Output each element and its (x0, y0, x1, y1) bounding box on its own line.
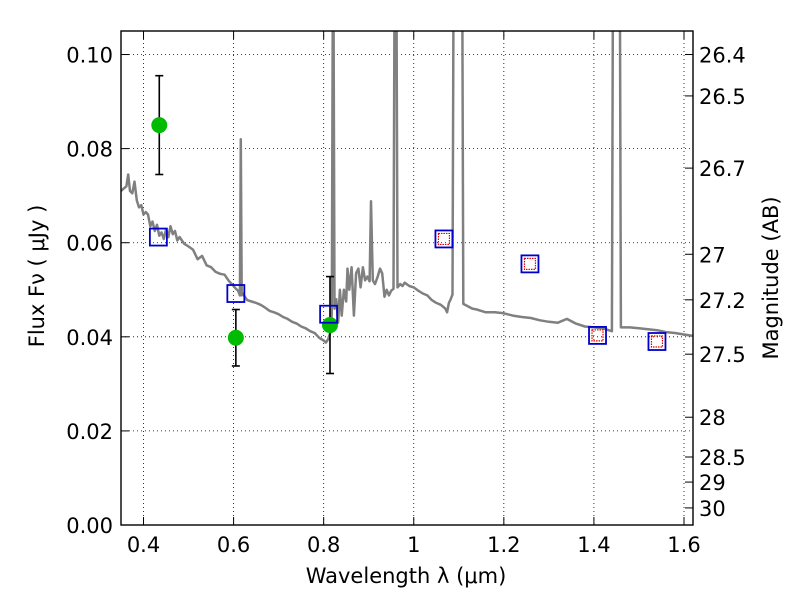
x-tick-label: 1.2 (487, 533, 520, 557)
x-tick-label: 0.6 (217, 533, 250, 557)
y-tick-label: 0.00 (66, 514, 113, 538)
observed-flux-point (151, 117, 168, 134)
right-tick-label: 26.5 (699, 85, 746, 109)
right-tick-label: 28.5 (699, 446, 746, 470)
model-flux-square (588, 325, 607, 345)
right-axis-label: Magnitude (AB) (759, 196, 783, 359)
model-flux-square (520, 254, 540, 274)
y-tick-label: 0.08 (66, 138, 113, 162)
y-tick-label: 0.06 (66, 232, 113, 256)
y-axis-label: Flux Fν ( μJy ) (25, 205, 49, 348)
model-flux-square (226, 284, 246, 303)
plot-frame (120, 30, 694, 526)
right-tick-label: 27.5 (699, 343, 746, 367)
x-axis-label: Wavelength λ (μm) (306, 564, 507, 588)
x-tick-label: 0.8 (307, 533, 340, 557)
predicted-flux-square (591, 329, 604, 342)
right-tick-label: 30 (699, 497, 726, 521)
model-flux-square (148, 227, 168, 247)
grid (121, 31, 693, 526)
plot-area (121, 31, 693, 375)
model-flux-square (434, 229, 454, 249)
template-spectrum-line (121, 31, 693, 344)
predicted-flux-square (437, 232, 451, 246)
right-tick-label: 27.2 (699, 289, 746, 313)
x-tick-label: 0.4 (127, 533, 160, 557)
observed-flux-point (321, 317, 338, 334)
right-tick-label: 26.4 (699, 44, 746, 68)
y-tick-label: 0.10 (66, 44, 113, 68)
axes: 0.4 0.6 0.8 1 1.2 1.4 1.6 0.00 0.02 0.04 0.06 0.08 0… (66, 30, 746, 557)
model-flux-square (647, 332, 667, 351)
model-flux-square (319, 304, 339, 324)
right-tick-label: 29 (699, 471, 726, 495)
x-tick-label: 1 (407, 533, 420, 557)
right-tick-label: 28 (699, 406, 726, 430)
observed-flux-point (227, 329, 244, 346)
right-tick-label: 26.7 (699, 157, 746, 181)
predicted-flux-square (523, 257, 537, 270)
x-tick-label: 1.4 (577, 533, 610, 557)
x-tick-label: 1.6 (667, 533, 700, 557)
y-tick-label: 0.02 (66, 420, 113, 444)
right-tick-label: 27 (699, 243, 726, 267)
y-tick-label: 0.04 (66, 326, 113, 350)
predicted-flux-square (650, 335, 664, 348)
